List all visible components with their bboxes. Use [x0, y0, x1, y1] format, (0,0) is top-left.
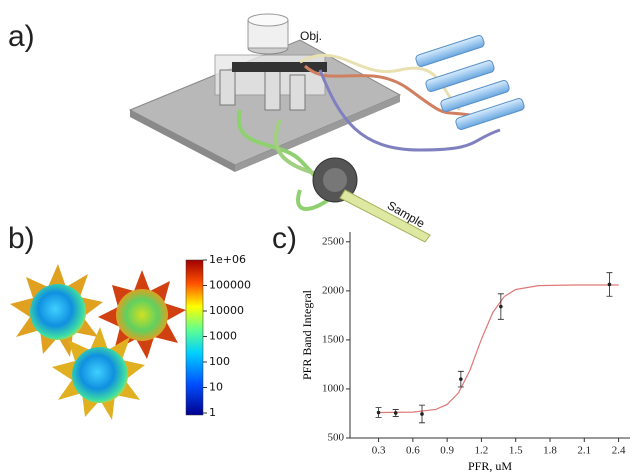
setup-illustration: Obj. Sample	[128, 13, 525, 243]
y-tick-label: 2000	[322, 284, 345, 296]
x-tick-label: 2.1	[577, 445, 591, 457]
colorbar-tick-label: 10000	[209, 304, 244, 317]
colorbar-tick-label: 1e+06	[209, 253, 246, 266]
colorbar-tick-label: 100000	[209, 279, 251, 292]
data-point	[420, 412, 424, 416]
colorbar-tick-label: 100	[209, 355, 230, 368]
panel-label: a)	[8, 20, 35, 53]
data-point	[499, 304, 503, 309]
x-tick-label: 0.9	[440, 445, 454, 457]
particle-illustration	[10, 259, 204, 420]
y-tick-label: 2500	[322, 235, 345, 247]
x-tick-label: 1.5	[509, 445, 523, 457]
y-tick-label: 1500	[322, 333, 345, 345]
panel-label: b)	[8, 222, 35, 255]
x-axis-label: PFR, uM	[468, 459, 512, 473]
x-tick-label: 0.3	[372, 445, 386, 457]
colorbar-tick-label: 1000	[209, 330, 237, 343]
y-tick-label: 1000	[322, 382, 345, 394]
panel-label: c)	[272, 222, 297, 255]
colorbar-tick-label: 10	[209, 381, 223, 394]
data-point	[376, 410, 381, 415]
y-axis-label: PFR Band Integral	[300, 289, 314, 380]
x-tick-label: 1.8	[543, 445, 557, 457]
x-tick-label: 2.4	[612, 445, 626, 457]
y-tick-label: 500	[328, 432, 345, 444]
x-tick-label: 0.6	[406, 445, 420, 457]
data-point	[459, 377, 463, 381]
objective-label: Obj.	[300, 29, 322, 43]
data-point	[607, 282, 612, 287]
colorbar-tick-label: 1	[209, 406, 216, 419]
x-tick-label: 1.2	[475, 445, 489, 457]
data-point	[393, 411, 398, 415]
fit-curve	[378, 284, 619, 414]
